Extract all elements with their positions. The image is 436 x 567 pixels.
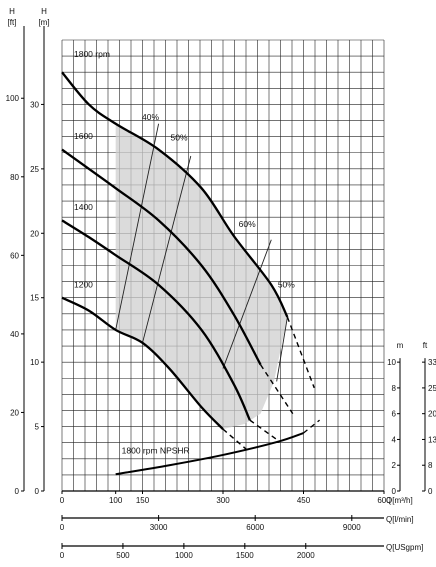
- ft-tick-label: 40: [10, 330, 19, 339]
- npsh-curve: [115, 432, 304, 476]
- ft-tick-label: 20: [10, 408, 19, 417]
- right-ft-unit: ft: [423, 341, 428, 350]
- q-usgpm-tick-label: 0: [60, 551, 65, 560]
- pump-curve: [61, 219, 251, 421]
- q-lmin-tick-label: 6000: [246, 523, 264, 532]
- npsh-curve-group: [115, 419, 321, 476]
- right-ft-tick-label: 13: [428, 435, 436, 444]
- right-ft-tick-label: 20: [428, 410, 436, 419]
- pump-curve: [61, 148, 262, 366]
- q-lmin-tick-label: 0: [60, 523, 65, 532]
- m-tick-label: 10: [30, 358, 39, 367]
- efficiency-label: 40%: [142, 112, 159, 122]
- curve-extension: [259, 364, 294, 415]
- q-m3h-tick-label: 150: [136, 496, 150, 505]
- right-m-tick-label: 10: [387, 358, 396, 367]
- ft-axis-unit: H: [9, 7, 15, 16]
- operating-range-shading: [115, 123, 288, 430]
- right-m-tick-label: 4: [392, 435, 397, 444]
- pump-curve: [61, 296, 224, 430]
- right-m-tick-label: 8: [392, 384, 397, 393]
- m-tick-label: 0: [35, 487, 40, 496]
- right-m-unit: m: [397, 341, 404, 350]
- q-usgpm-tick-label: 1000: [175, 551, 193, 560]
- ft-axis-unit-2: [ft]: [8, 18, 17, 27]
- q-m3h-tick-label: 450: [297, 496, 311, 505]
- right-m-tick-label: 6: [392, 410, 397, 419]
- efficiency-label: 60%: [239, 219, 256, 229]
- q-usgpm-tick-label: 500: [116, 551, 130, 560]
- m-tick-label: 20: [30, 229, 39, 238]
- m-tick-label: 5: [35, 423, 40, 432]
- series-label: 1800 rpm: [74, 49, 110, 59]
- ft-tick-label: 60: [10, 251, 19, 260]
- right-ft-tick-label: 25: [428, 384, 436, 393]
- q-m3h-tick-label: 600: [377, 496, 391, 505]
- m-tick-label: 25: [30, 165, 39, 174]
- series-label: 1200: [74, 279, 93, 289]
- right-m-tick-label: 0: [392, 487, 397, 496]
- efficiency-line: [276, 316, 288, 382]
- q-usgpm-tick-label: 2000: [297, 551, 315, 560]
- efficiency-label: 50%: [278, 279, 295, 289]
- m-axis-unit: H: [41, 7, 47, 16]
- q-m3h-unit: Q[m³/h]: [386, 496, 413, 505]
- npsh-extension: [303, 419, 321, 434]
- q-lmin-unit: Q[l/min]: [386, 515, 414, 524]
- right-m-tick-label: 2: [392, 461, 397, 470]
- q-lmin-tick-label: 3000: [150, 523, 168, 532]
- performance-curves: [61, 71, 315, 453]
- m-tick-label: 30: [30, 100, 39, 109]
- q-usgpm-tick-label: 1500: [236, 551, 254, 560]
- efficiency-line: [115, 123, 160, 331]
- efficiency-line: [222, 239, 272, 369]
- ft-tick-label: 100: [6, 94, 20, 103]
- q-m3h-tick-label: 100: [109, 496, 123, 505]
- curve-extension: [286, 316, 315, 389]
- curve-extension: [249, 419, 278, 441]
- series-label: 1400: [74, 202, 93, 212]
- q-usgpm-unit: Q[USgpm]: [386, 543, 423, 552]
- m-tick-label: 15: [30, 294, 39, 303]
- series-label: 1600: [74, 131, 93, 141]
- ft-tick-label: 0: [15, 487, 20, 496]
- q-m3h-tick-label: 0: [60, 496, 65, 505]
- efficiency-label: 50%: [170, 133, 187, 143]
- right-ft-tick-label: 8: [428, 461, 433, 470]
- ft-tick-label: 80: [10, 173, 19, 182]
- labels-group: 1800 rpm 1600 1400 1200 1800 rpm NPSHR 40% 50%…: [74, 49, 295, 456]
- curve-extension: [222, 428, 251, 453]
- npsh-label: 1800 rpm NPSHR: [122, 446, 190, 456]
- m-axis-unit-2: [m]: [38, 18, 49, 27]
- right-ft-tick-label: 33: [428, 358, 436, 367]
- pump-curve: [61, 71, 289, 318]
- right-ft-tick-label: 0: [428, 487, 433, 496]
- efficiency-line: [142, 155, 192, 343]
- operating-range-area: [115, 123, 288, 430]
- q-lmin-tick-label: 9000: [343, 523, 361, 532]
- q-m3h-tick-label: 300: [216, 496, 230, 505]
